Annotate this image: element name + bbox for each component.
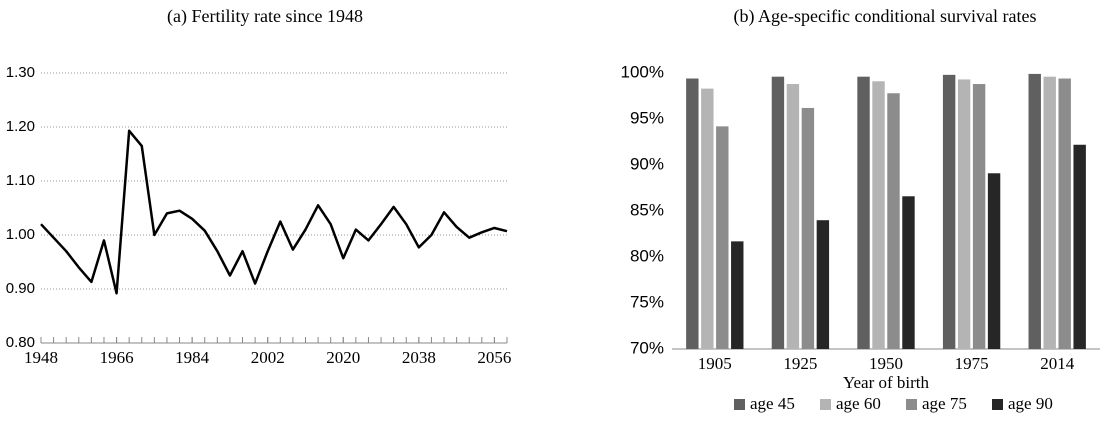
y-tick-label: 95% [630,108,664,127]
legend-swatch [906,399,917,410]
bar [801,107,815,350]
bar [1073,144,1086,349]
x-tick-label: 1966 [100,348,134,367]
legend-label: age 90 [1008,394,1053,413]
y-tick-label: 1.20 [6,118,35,135]
bar [731,241,744,349]
x-tick-label: 2014 [1040,354,1075,373]
x-tick-label: 2056 [477,348,511,367]
y-tick-label: 90% [630,154,664,173]
bar [887,93,900,350]
bar [686,78,699,350]
x-tick-label: 1925 [783,354,817,373]
y-tick-label: 70% [630,338,664,357]
bar [902,196,915,349]
bar [716,126,729,349]
legend-swatch [820,399,831,410]
x-tick-label: 1948 [24,348,58,367]
legend-swatch [734,399,745,410]
y-tick-label: 1.30 [6,64,35,81]
y-tick-label: 1.10 [6,172,35,189]
legend-label: age 60 [836,394,881,413]
x-tick-label: 1975 [955,354,989,373]
x-tick-label: 1950 [869,354,903,373]
legend-label: age 45 [750,394,795,413]
bar [942,74,956,349]
y-tick-label: 85% [630,200,664,219]
x-tick-label: 2038 [402,348,436,367]
x-tick-label: 1984 [175,348,210,367]
bar [857,76,870,350]
bar [872,81,885,349]
y-tick-label: 100% [621,62,664,81]
data-line [40,129,508,295]
legend-swatch [992,399,1003,410]
bar [972,84,986,349]
bar [1028,73,1041,350]
bar [701,88,714,349]
x-tick-label: 1905 [698,354,732,373]
bar [816,220,830,349]
bar [1043,76,1056,350]
x-tick-label: 2002 [251,348,285,367]
chart-title: (b) Age-specific conditional survival ra… [734,6,1037,27]
y-tick-label: 80% [630,246,664,265]
legend-label: age 75 [922,394,967,413]
x-axis-label: Year of birth [843,373,930,392]
y-tick-label: 0.80 [6,334,35,351]
x-tick-label: 2020 [326,348,360,367]
y-tick-label: 75% [630,292,664,311]
bar [987,173,1001,349]
bar [786,84,800,349]
y-tick-label: 0.90 [6,280,35,297]
bar [771,76,785,350]
bar [1058,78,1071,350]
chart-title: (a) Fertility rate since 1948 [167,6,363,27]
bar [957,79,971,349]
y-tick-label: 1.00 [6,226,35,243]
